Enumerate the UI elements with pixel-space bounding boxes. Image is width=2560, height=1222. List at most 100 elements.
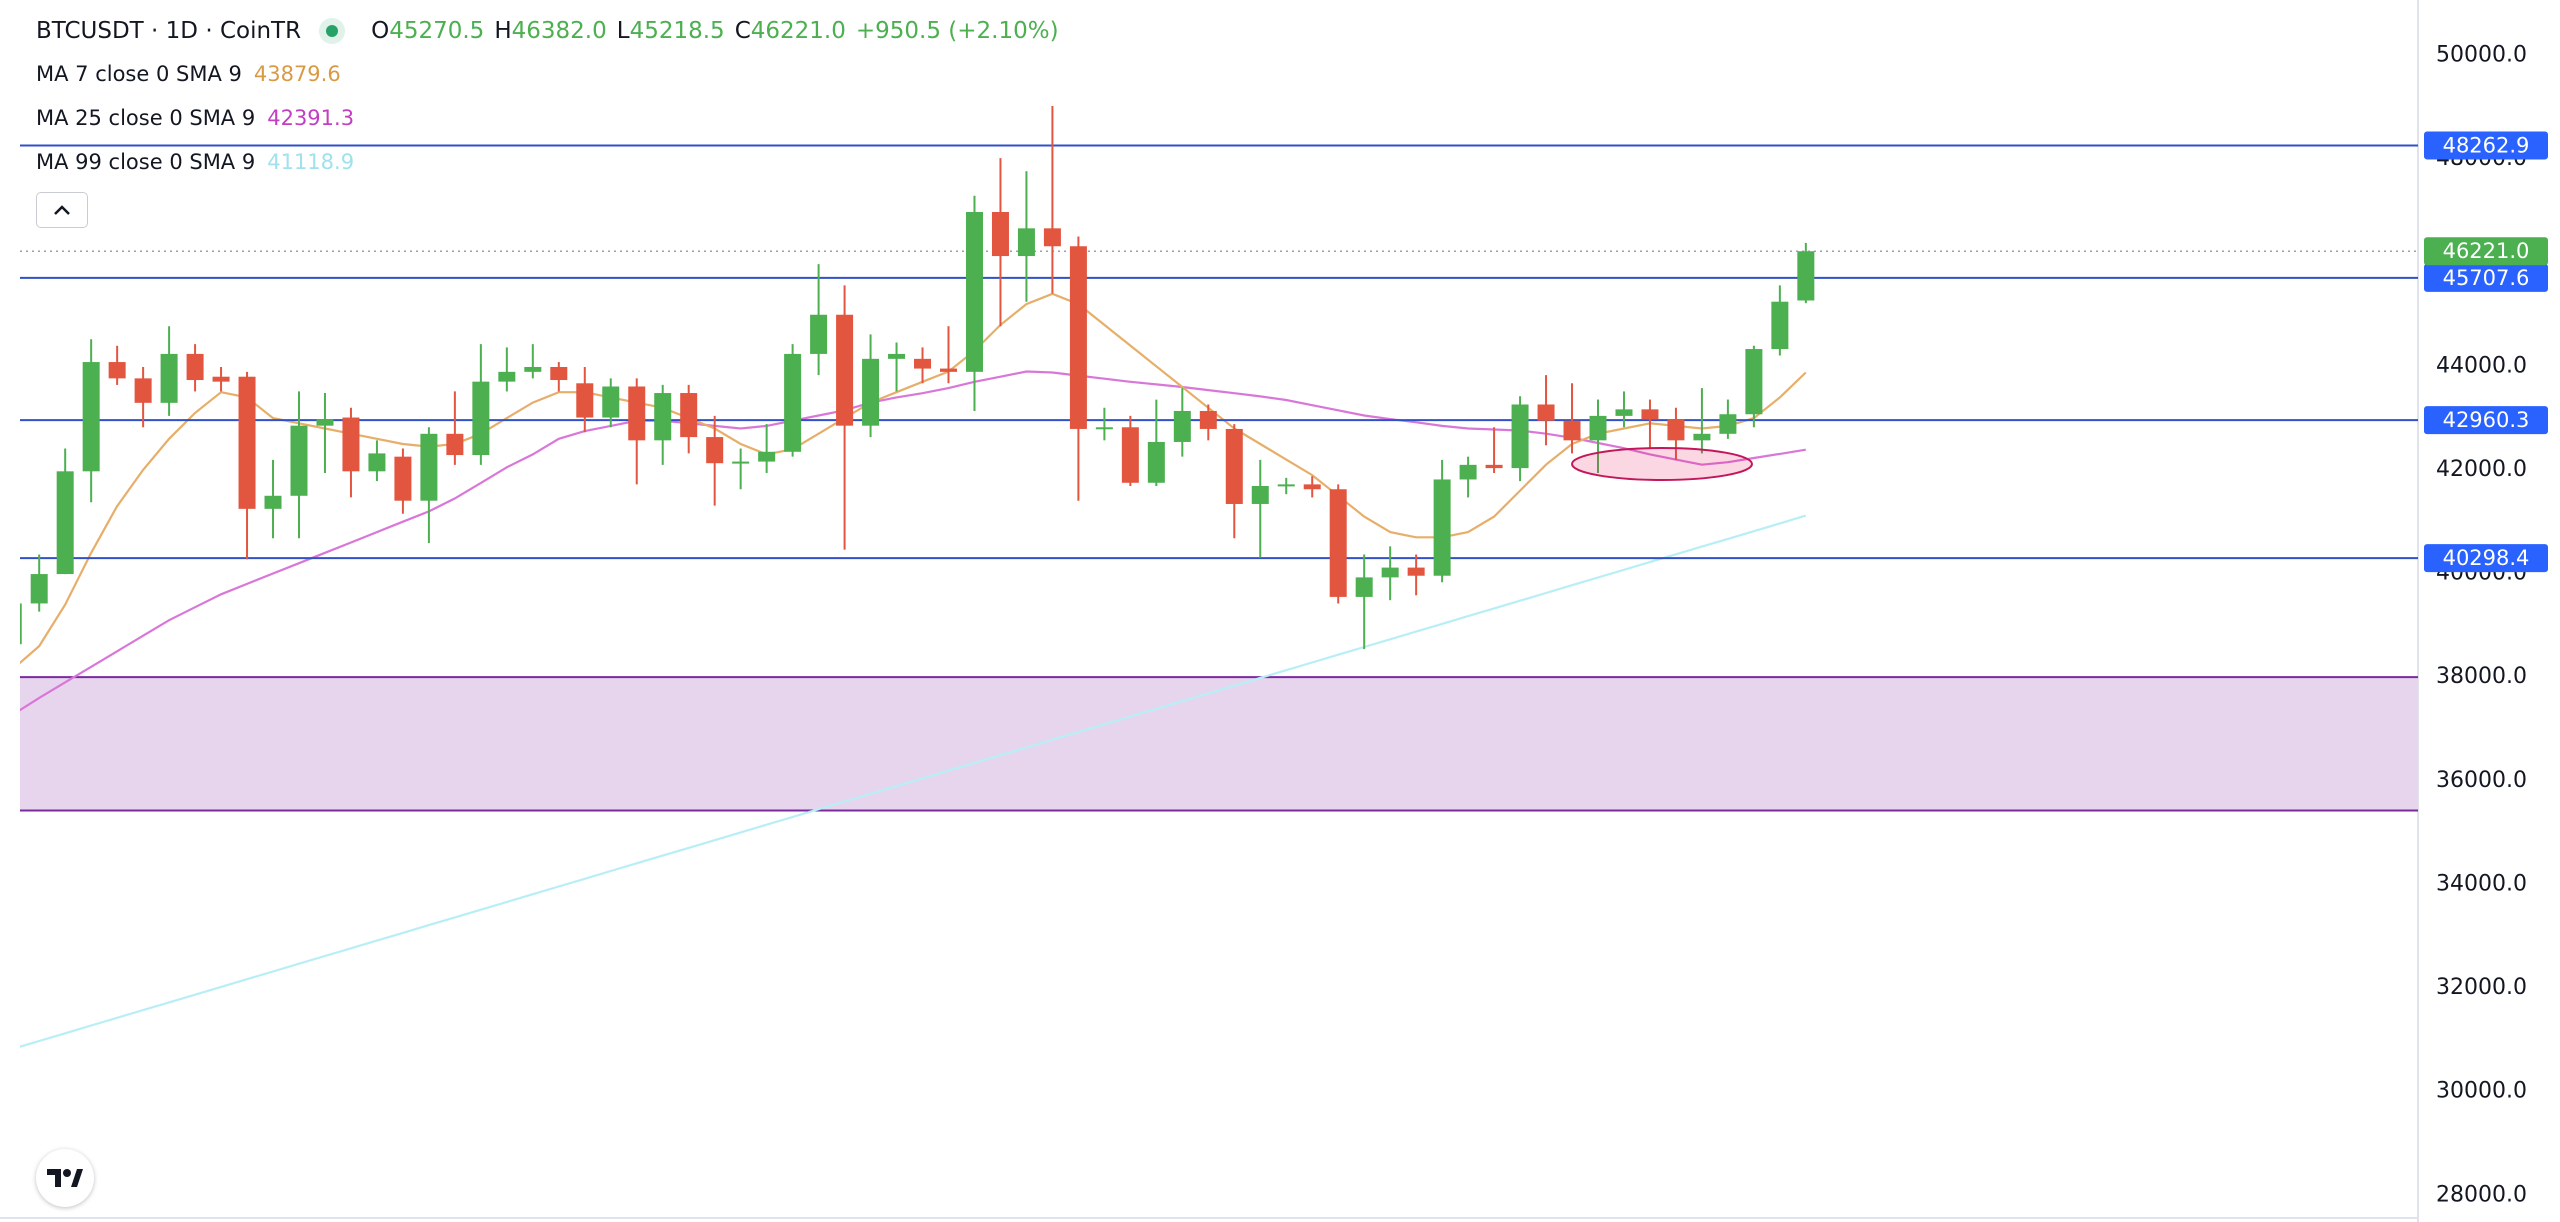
header: BTCUSDT · 1D · CoinTR O 45270.5 H 46382.0 … (36, 18, 1069, 44)
high-key: H (494, 18, 512, 44)
open-key: O (371, 18, 390, 44)
candle-body (836, 314, 854, 426)
candle-body (1277, 484, 1295, 487)
candle-body (1771, 301, 1789, 350)
y-tick-label: 34000.0 (2436, 871, 2527, 896)
candle-body (524, 366, 542, 372)
zone (20, 677, 2418, 811)
chevron-icon (54, 205, 70, 215)
candle-body (1329, 489, 1347, 597)
candle-body (56, 471, 74, 575)
candle-body (991, 212, 1009, 257)
candle-body (1069, 246, 1087, 429)
y-tick-label: 38000.0 (2436, 664, 2527, 689)
ma-line (20, 514, 1807, 1048)
candle-body (316, 419, 334, 426)
candle-body (1797, 251, 1815, 301)
candle-body (1589, 415, 1607, 441)
candle-body (82, 362, 100, 472)
candle-body (1147, 441, 1165, 483)
level-label-box (2424, 406, 2548, 435)
y-tick-label: 32000.0 (2436, 975, 2527, 1000)
collapse-button[interactable] (36, 192, 88, 228)
close-key: C (734, 18, 751, 44)
logo-icon (47, 1169, 83, 1187)
candle-body (965, 212, 983, 372)
candle-body (1043, 228, 1061, 247)
level-label: 45707.6 (2443, 266, 2530, 290)
candle-body (1563, 420, 1581, 441)
candle-body (108, 362, 126, 379)
candle-body (1537, 404, 1555, 421)
ma-value: 43879.6 (253, 62, 341, 86)
candle-body (1017, 228, 1035, 257)
level-label-box (2424, 263, 2548, 292)
candle-body (446, 433, 464, 456)
ma-name: MA 7 close 0 SMA 9 (36, 62, 242, 86)
ma-name: MA 99 close 0 SMA 9 (36, 150, 256, 174)
ma-legend: MA 99 close 0 SMA 9 41118.9 (36, 150, 354, 174)
y-tick-label: 42000.0 (2436, 457, 2527, 482)
candle-body (186, 353, 204, 381)
candle-body (1641, 409, 1659, 420)
candle-body (1667, 419, 1685, 441)
candle-body (1719, 414, 1737, 434)
candle-body (550, 366, 568, 381)
candle-body (888, 353, 906, 359)
candle-body (1121, 427, 1139, 483)
tradingview-logo[interactable] (36, 1149, 94, 1207)
candle-body (498, 371, 516, 382)
candle-body (862, 358, 880, 426)
candle-body (1303, 484, 1321, 490)
candle-body (1693, 433, 1711, 441)
candle-body (576, 383, 594, 418)
candle-body (654, 393, 672, 441)
candle-body (160, 353, 178, 403)
close-value: 46221.0 (750, 18, 846, 44)
candle-body (394, 456, 412, 501)
candle-body (368, 453, 386, 472)
candle-body (1381, 567, 1399, 578)
candle-body (914, 358, 932, 369)
ma-legend: MA 7 close 0 SMA 9 43879.6 (36, 62, 341, 86)
ma-value: 42391.3 (267, 106, 355, 130)
candle-body (940, 368, 957, 372)
y-tick-label: 30000.0 (2436, 1079, 2527, 1104)
candle-body (134, 378, 152, 403)
y-tick-label: 44000.0 (2436, 353, 2527, 378)
highlight-ellipse (1571, 447, 1753, 481)
candle-body (264, 495, 282, 509)
candle-body (1615, 409, 1633, 416)
candle-body (238, 376, 256, 509)
low-value: 45218.5 (629, 18, 725, 44)
candle-body (212, 376, 230, 382)
candle-body (758, 451, 776, 462)
high-value: 46382.0 (511, 18, 607, 44)
candle-body (1407, 567, 1425, 576)
candle-body (1355, 577, 1373, 597)
low-key: L (616, 18, 630, 44)
candle-body (1433, 479, 1451, 576)
open-value: 45270.5 (389, 18, 485, 44)
ma-value: 41118.9 (267, 150, 355, 174)
candle-body (30, 574, 48, 604)
candle-body (1173, 410, 1191, 442)
candle-body (1511, 404, 1529, 469)
level-label: 40298.4 (2443, 546, 2530, 570)
level-label-box (2424, 131, 2548, 160)
candle-body (1745, 349, 1763, 415)
level-label: 48262.9 (2443, 133, 2530, 157)
y-tick-label: 36000.0 (2436, 768, 2527, 793)
ma-legend: MA 25 close 0 SMA 9 42391.3 (36, 106, 354, 130)
plot-area (20, 106, 2418, 1048)
candle-body (420, 433, 438, 501)
price-axis: 28000.0 30000.0 32000.0 34000.0 36000.0 38000… (2424, 42, 2548, 1207)
candle-body (784, 353, 802, 452)
candle-body (1251, 485, 1269, 504)
ma-line (20, 292, 1807, 665)
candle-body (290, 425, 308, 496)
symbol-title: BTCUSDT · 1D · CoinTR (36, 18, 302, 44)
candle-body (706, 437, 724, 464)
